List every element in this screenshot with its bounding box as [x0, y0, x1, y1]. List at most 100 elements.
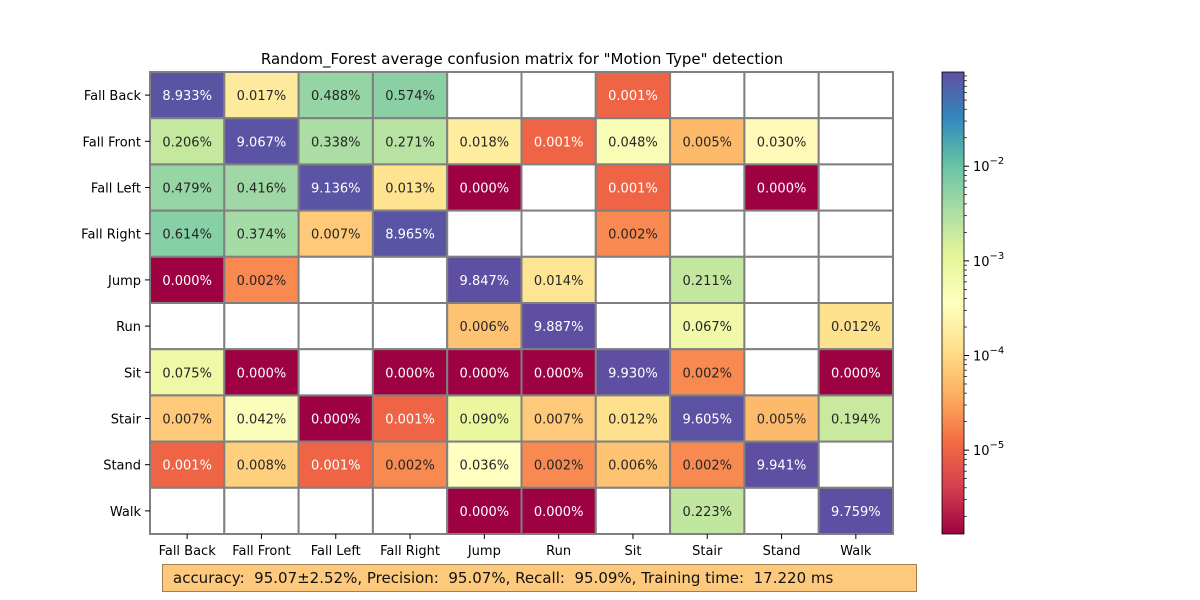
- cell-label: 0.000%: [311, 413, 361, 428]
- cell-5-1: [223, 302, 300, 351]
- cell-label: 0.048%: [608, 135, 658, 150]
- row-label: Stair: [111, 413, 142, 428]
- cell-label: 0.000%: [534, 505, 584, 520]
- cell-label: 0.007%: [534, 413, 584, 428]
- metrics-summary: accuracy: 95.07±2.52%, Precision: 95.07%…: [162, 564, 917, 592]
- cell-8-2: [297, 440, 374, 489]
- cell-5-0: [149, 302, 226, 351]
- heatmap-cells: 8.933% 0.017% 0.488% 0.574% 0.001% 0.206% 9.06…: [149, 71, 895, 535]
- cell-1-2: [297, 117, 374, 166]
- cell-label: 9.941%: [757, 459, 807, 474]
- col-label: Stair: [692, 544, 723, 559]
- cell-8-9: [817, 440, 895, 489]
- cell-4-9: [817, 255, 895, 304]
- cell-label: 0.006%: [460, 320, 510, 335]
- cell-label: 9.759%: [831, 505, 881, 520]
- cell-label: 0.000%: [385, 366, 435, 381]
- cell-label: 0.488%: [311, 89, 361, 104]
- cell-0-8: [743, 71, 820, 120]
- cell-label: 0.006%: [608, 459, 658, 474]
- cell-label: 0.000%: [237, 366, 287, 381]
- cell-label: 0.000%: [460, 182, 510, 197]
- cell-2-7: [669, 163, 746, 212]
- cell-6-2: [297, 348, 374, 397]
- cell-0-7: [669, 71, 746, 120]
- cell-2-8: [743, 163, 820, 212]
- cell-3-7: [669, 209, 746, 258]
- cell-label: 0.090%: [460, 413, 510, 428]
- cell-label: 0.036%: [460, 459, 510, 474]
- cell-label: 0.001%: [311, 459, 361, 474]
- cell-label: 0.002%: [534, 459, 584, 474]
- cell-label: 9.847%: [460, 274, 510, 289]
- cell-9-0: [149, 486, 226, 535]
- cell-label: 0.001%: [162, 459, 212, 474]
- cell-4-7: [669, 255, 746, 304]
- colorbar: 10−2 10−3 10−4 10−5: [941, 71, 1004, 535]
- col-label: Stand: [763, 544, 801, 559]
- cell-label: 0.002%: [682, 366, 732, 381]
- cell-label: 9.136%: [311, 182, 361, 197]
- row-label: Fall Left: [91, 182, 141, 197]
- col-label: Walk: [840, 544, 872, 559]
- cell-label: 0.007%: [311, 228, 361, 243]
- cell-label: 0.075%: [162, 366, 212, 381]
- cell-9-5: [520, 486, 597, 535]
- cell-1-9: [817, 117, 895, 166]
- cell-8-7: [669, 440, 746, 489]
- cell-label: 0.206%: [162, 135, 212, 150]
- cell-label: 0.001%: [608, 89, 658, 104]
- cell-label: 0.338%: [311, 135, 361, 150]
- cell-7-5: [520, 394, 597, 443]
- cell-7-2: [297, 394, 374, 443]
- cell-9-3: [371, 486, 449, 535]
- cell-label: 0.017%: [237, 89, 287, 104]
- cell-label: 0.001%: [385, 413, 435, 428]
- cell-label: 9.067%: [237, 135, 287, 150]
- row-label: Jump: [107, 274, 141, 289]
- cell-label: 0.001%: [534, 135, 584, 150]
- cell-7-4: [446, 394, 523, 443]
- cell-label: 9.887%: [534, 320, 584, 335]
- cell-label: 9.605%: [682, 413, 732, 428]
- cell-0-5: [520, 71, 597, 120]
- cell-8-0: [149, 440, 226, 489]
- row-label: Fall Right: [81, 228, 141, 243]
- colorbar-gradient: [941, 71, 965, 535]
- cell-7-6: [594, 394, 672, 443]
- cell-4-2: [297, 255, 374, 304]
- cell-5-8: [743, 302, 820, 351]
- cell-5-6: [594, 302, 672, 351]
- cell-label: 0.000%: [831, 366, 881, 381]
- cell-6-7: [669, 348, 746, 397]
- cell-9-9: [817, 486, 895, 535]
- row-label: Stand: [103, 459, 141, 474]
- col-label: Fall Left: [311, 544, 361, 559]
- cell-3-1: [223, 209, 300, 258]
- cell-label: 0.005%: [757, 413, 807, 428]
- cell-label: 0.416%: [237, 182, 287, 197]
- colorbar-tick-label: 10−2: [973, 156, 1004, 175]
- cell-3-0: [149, 209, 226, 258]
- cell-2-1: [223, 163, 300, 212]
- cell-2-6: [594, 163, 672, 212]
- row-label: Walk: [110, 505, 142, 520]
- cell-2-2: [297, 163, 374, 212]
- row-label: Fall Back: [84, 89, 142, 104]
- cell-label: 0.005%: [682, 135, 732, 150]
- cell-6-1: [223, 348, 300, 397]
- cell-label: 0.574%: [385, 89, 435, 104]
- col-label: Sit: [624, 544, 641, 559]
- column-labels: Fall Back Fall Front Fall Left Fall Right Ju…: [159, 534, 872, 559]
- cell-label: 0.000%: [162, 274, 212, 289]
- cell-label: 0.223%: [682, 505, 732, 520]
- cell-label: 0.002%: [682, 459, 732, 474]
- cell-label: 0.211%: [682, 274, 732, 289]
- cell-9-8: [743, 486, 820, 535]
- cell-label: 0.030%: [757, 135, 807, 150]
- cell-9-2: [297, 486, 374, 535]
- cell-0-9: [817, 71, 895, 120]
- col-label: Fall Front: [232, 544, 291, 559]
- cell-3-8: [743, 209, 820, 258]
- cell-label: 0.013%: [385, 182, 435, 197]
